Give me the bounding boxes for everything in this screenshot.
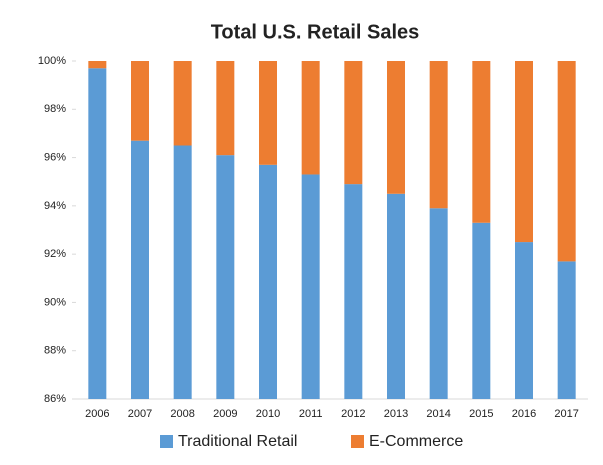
bar-segment (173, 145, 192, 399)
bar-segment (216, 61, 235, 156)
bar-segment (387, 193, 405, 399)
y-tick-label: 100% (38, 55, 66, 67)
x-tick-label: 2016 (512, 408, 536, 420)
y-tick-label: 86% (44, 393, 66, 405)
x-tick-label: 2010 (256, 408, 280, 420)
legend-label: E-Commerce (369, 433, 463, 450)
bar-segment (429, 208, 448, 399)
y-tick-label: 90% (44, 296, 66, 308)
bar-segment (557, 261, 576, 399)
legend-swatch (160, 435, 173, 448)
y-tick-label: 96% (44, 151, 66, 163)
x-tick-label: 2008 (170, 408, 194, 420)
y-tick-label: 94% (44, 200, 66, 212)
bar-segment (472, 222, 491, 399)
bar-segment (301, 61, 320, 175)
x-tick-label: 2006 (85, 408, 109, 420)
bar-segment (259, 61, 277, 165)
y-tick-label: 92% (44, 248, 66, 260)
bar-segment (344, 184, 363, 399)
x-tick-label: 2014 (426, 408, 450, 420)
x-tick-label: 2012 (341, 408, 365, 420)
bar-segment (472, 61, 491, 223)
bar-segment (557, 61, 576, 262)
legend-swatch (351, 435, 364, 448)
x-tick-label: 2007 (128, 408, 152, 420)
legend-label: Traditional Retail (178, 433, 297, 450)
bar-segment (259, 164, 277, 399)
bar-segment (131, 61, 149, 141)
bar-segment (344, 61, 363, 185)
bar-segment (88, 68, 107, 399)
x-tick-label: 2009 (213, 408, 237, 420)
x-tick-label: 2011 (299, 408, 323, 420)
bar-segment (131, 140, 149, 399)
bar-segment (216, 155, 235, 399)
bar-segment (387, 61, 405, 194)
x-tick-label: 2015 (469, 408, 493, 420)
bar-segment (301, 174, 320, 399)
y-tick-label: 98% (44, 103, 66, 115)
x-tick-label: 2017 (554, 408, 578, 420)
x-tick-label: 2013 (384, 408, 408, 420)
bar-segment (515, 242, 533, 399)
chart-title: Total U.S. Retail Sales (211, 21, 420, 43)
bar-segment (515, 61, 533, 243)
bar-segment (173, 61, 192, 146)
bar-segment (429, 61, 448, 209)
bar-segment (88, 61, 107, 69)
y-tick-label: 88% (44, 345, 66, 357)
